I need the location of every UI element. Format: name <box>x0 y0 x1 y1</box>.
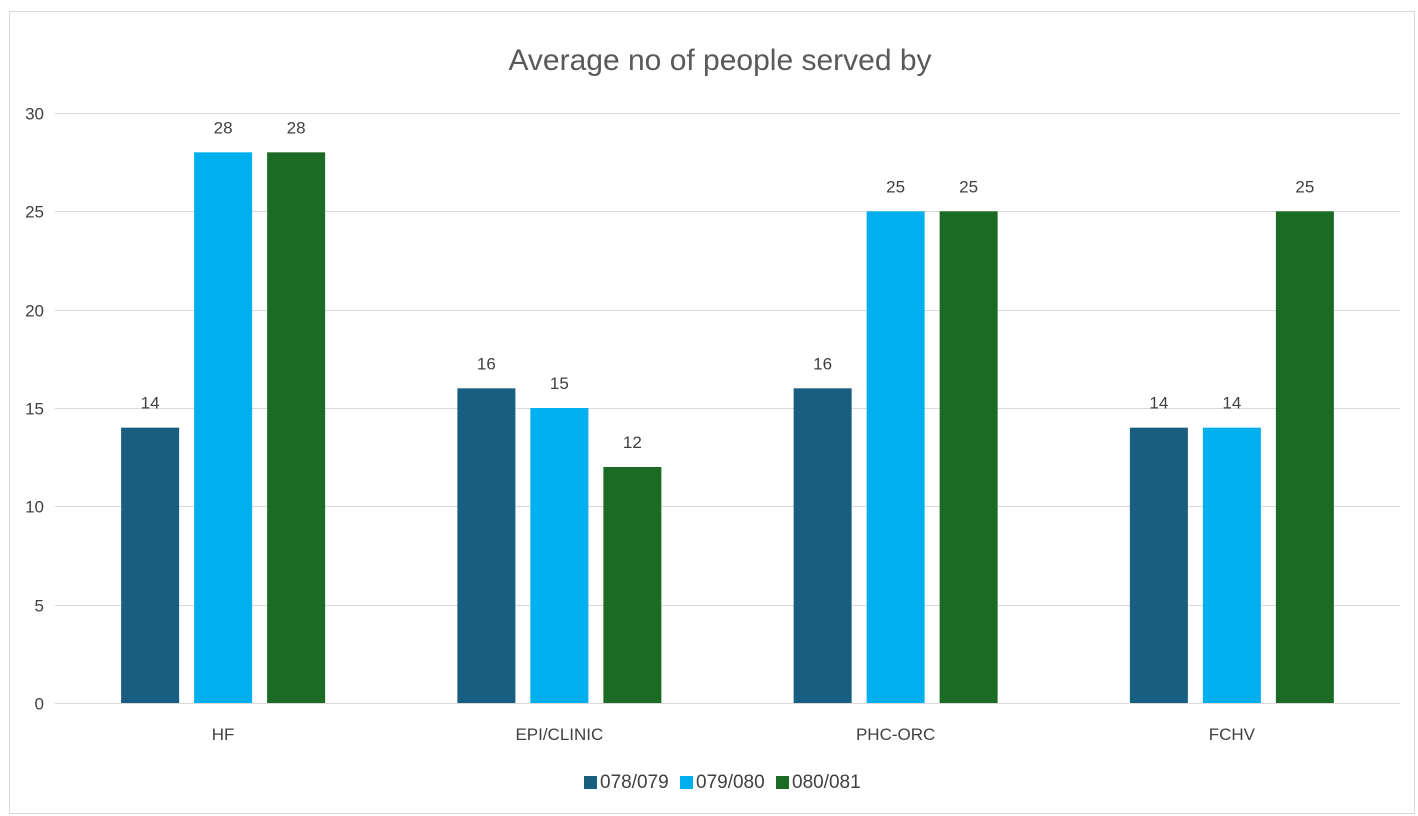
legend: 078/079 079/080 080/081 <box>584 772 861 793</box>
bar <box>121 427 180 703</box>
data-label: 16 <box>477 354 496 373</box>
data-label: 28 <box>214 118 233 137</box>
gridlines <box>55 113 1400 704</box>
data-label: 14 <box>1149 394 1168 413</box>
data-label: 12 <box>623 433 642 452</box>
legend-label: 080/081 <box>792 772 861 793</box>
bar <box>603 467 662 703</box>
bar <box>457 388 516 703</box>
x-axis: HF EPI/CLINIC PHC-ORC FCHV <box>212 725 1256 744</box>
y-tick-label: 20 <box>25 302 44 321</box>
y-axis: 0 5 10 15 20 25 30 <box>25 105 44 714</box>
data-label: 25 <box>959 177 978 196</box>
bars <box>121 152 1334 704</box>
legend-item: 080/081 <box>776 772 861 793</box>
legend-swatch <box>680 776 693 789</box>
data-label: 25 <box>886 177 905 196</box>
bar <box>793 388 852 703</box>
y-tick-label: 0 <box>35 695 44 714</box>
data-label: 15 <box>550 374 569 393</box>
bar <box>194 152 253 704</box>
bar <box>267 152 326 704</box>
data-label: 14 <box>1222 394 1241 413</box>
x-tick-label: FCHV <box>1209 725 1256 744</box>
legend-label: 078/079 <box>600 772 669 793</box>
data-label: 28 <box>287 118 306 137</box>
legend-item: 078/079 <box>584 772 669 793</box>
bar <box>939 211 998 704</box>
x-tick-label: HF <box>212 725 235 744</box>
data-label: 14 <box>141 394 160 413</box>
chart-title: Average no of people served by <box>508 44 931 77</box>
y-tick-label: 25 <box>25 203 44 222</box>
bar <box>1129 427 1188 703</box>
bar <box>866 211 925 704</box>
x-tick-label: PHC-ORC <box>856 725 935 744</box>
legend-swatch <box>584 776 597 789</box>
legend-swatch <box>776 776 789 789</box>
bar <box>530 408 589 703</box>
legend-label: 079/080 <box>696 772 765 793</box>
y-tick-label: 10 <box>25 498 44 517</box>
legend-item: 079/080 <box>680 772 765 793</box>
y-tick-label: 15 <box>25 400 44 419</box>
bar <box>1202 427 1261 703</box>
bar <box>1275 211 1334 704</box>
y-tick-label: 5 <box>35 597 44 616</box>
data-labels: 14 28 28 16 15 12 16 25 25 14 14 25 <box>141 118 1315 452</box>
y-tick-label: 30 <box>25 105 44 124</box>
data-label: 25 <box>1295 177 1314 196</box>
data-label: 16 <box>813 354 832 373</box>
x-tick-label: EPI/CLINIC <box>515 725 603 744</box>
